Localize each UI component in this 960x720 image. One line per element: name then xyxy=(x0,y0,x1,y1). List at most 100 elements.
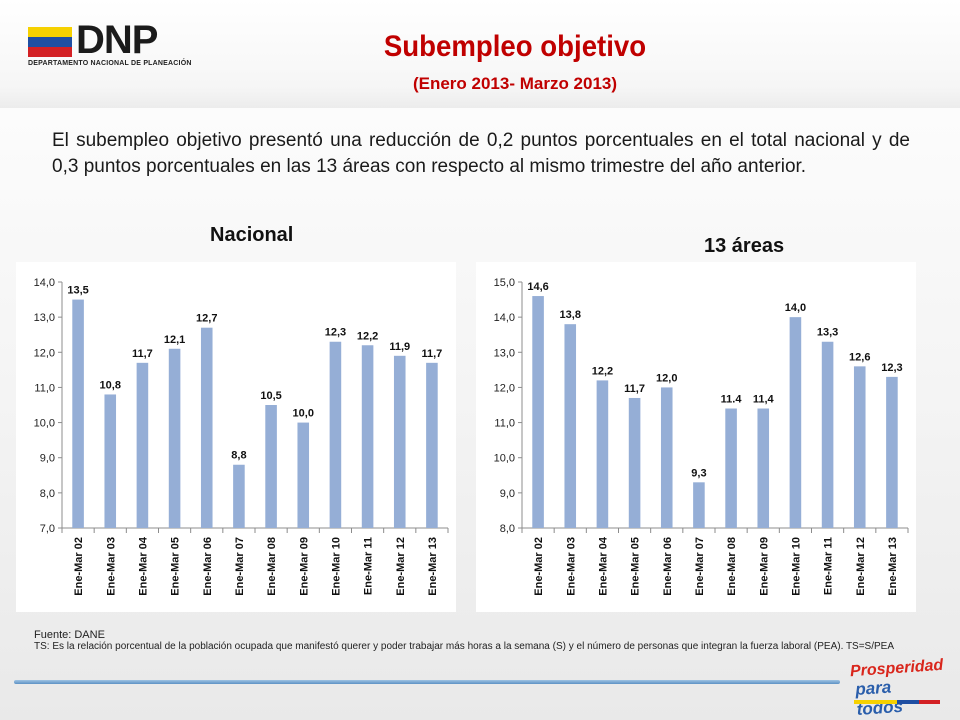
category-label: Ene-Mar 13 xyxy=(427,537,439,596)
y-tick-label: 9,0 xyxy=(40,453,55,465)
bar xyxy=(660,387,673,528)
category-label: Ene-Mar 04 xyxy=(137,536,149,596)
bar-value-label: 12,1 xyxy=(164,334,185,346)
category-label: Ene-Mar 11 xyxy=(823,537,835,595)
definition-note: TS: Es la relación porcentual de la pobl… xyxy=(34,641,895,652)
chart-nacional-svg: 7,0 8,0 9,0 10,0 11,0 12,0 13,0 14,0 13,5 Ene-Mar… xyxy=(34,277,449,596)
chart-13-areas-svg: 8,0 9,0 10,0 11,0 12,0 13,0 14,0 15,0 14,6 Ene-Ma… xyxy=(494,277,909,596)
bar-value-label: 13,8 xyxy=(560,309,581,321)
page-title: Subempleo objetivo xyxy=(383,30,647,63)
y-tick-label: 14,0 xyxy=(34,277,55,289)
bar-value-label: 12,2 xyxy=(592,365,613,377)
y-tick-label: 8,0 xyxy=(500,523,515,535)
bar-value-label: 9,3 xyxy=(691,467,706,479)
bar xyxy=(426,362,438,528)
bar xyxy=(393,355,406,528)
footer-divider xyxy=(14,680,840,684)
y-tick-label: 14,0 xyxy=(494,312,515,324)
category-label: Ene-Mar 12 xyxy=(395,537,407,596)
category-label: Ene-Mar 09 xyxy=(298,537,310,596)
bar xyxy=(297,422,310,528)
category-label: Ene-Mar 02 xyxy=(73,537,85,596)
bar-value-label: 8,8 xyxy=(231,450,246,462)
category-label: Ene-Mar 07 xyxy=(234,537,246,596)
footnote: Fuente: DANE TS: Es la relación porcentu… xyxy=(34,629,914,653)
chart-nacional: 7,0 8,0 9,0 10,0 11,0 12,0 13,0 14,0 13,5 Ene-Mar… xyxy=(16,262,456,612)
category-label: Ene-Mar 03 xyxy=(105,537,117,596)
bar-value-label: 14,6 xyxy=(527,281,548,293)
brand-stripe xyxy=(854,700,940,704)
y-tick-label: 11,0 xyxy=(34,382,55,394)
bar-value-label: 13,5 xyxy=(67,285,88,297)
y-tick-label: 12,0 xyxy=(494,382,515,394)
bar-value-label: 12,3 xyxy=(881,362,902,374)
chart-13-areas: 8,0 9,0 10,0 11,0 12,0 13,0 14,0 15,0 14,6 Ene-Ma… xyxy=(476,262,916,612)
bar xyxy=(200,327,213,528)
category-label: Ene-Mar 13 xyxy=(887,537,899,596)
bar xyxy=(104,394,117,528)
category-label: Ene-Mar 02 xyxy=(533,537,545,596)
bar-value-label: 10,8 xyxy=(100,379,121,391)
y-tick-label: 12,0 xyxy=(34,347,55,359)
category-label: Ene-Mar 05 xyxy=(170,537,182,596)
y-tick-label: 9,0 xyxy=(500,488,515,500)
bar-value-label: 11,7 xyxy=(624,383,645,395)
y-tick-label: 10,0 xyxy=(34,418,55,430)
bar xyxy=(757,408,770,528)
bar xyxy=(821,341,834,528)
y-tick-label: 13,0 xyxy=(34,312,55,324)
bar xyxy=(564,324,577,528)
bar xyxy=(136,362,149,528)
category-label: Ene-Mar 08 xyxy=(266,537,278,596)
chart-title-13-areas: 13 áreas xyxy=(704,235,785,257)
category-label: Ene-Mar 09 xyxy=(758,537,770,596)
logo-subtext: DEPARTAMENTO NACIONAL DE PLANEACIÓN xyxy=(28,60,192,67)
bar xyxy=(532,296,544,528)
bar xyxy=(789,317,802,528)
y-tick-label: 13,0 xyxy=(494,347,515,359)
bar-value-label: 10,5 xyxy=(260,390,281,402)
category-label: Ene-Mar 10 xyxy=(330,537,342,596)
bar xyxy=(693,482,705,528)
bar-value-label: 12,0 xyxy=(656,372,677,384)
bar-value-label: 11,7 xyxy=(422,348,443,360)
bar-value-label: 12,2 xyxy=(357,330,378,342)
bar xyxy=(168,348,181,528)
bar xyxy=(361,345,374,528)
colombia-flag-icon xyxy=(28,27,72,57)
logo-text: DNP xyxy=(76,18,158,62)
category-label: Ene-Mar 06 xyxy=(202,537,214,596)
bar-value-label: 11,4 xyxy=(753,394,775,406)
brand-line2: para todos xyxy=(854,677,904,719)
prosperidad-logo: Prosperidad para todos xyxy=(849,657,943,719)
bar-value-label: 12,3 xyxy=(325,327,346,339)
y-tick-label: 10,0 xyxy=(494,453,515,465)
category-label: Ene-Mar 11 xyxy=(363,537,375,595)
page-subtitle: (Enero 2013- Marzo 2013) xyxy=(412,74,618,93)
category-label: Ene-Mar 06 xyxy=(662,537,674,596)
bar xyxy=(886,376,898,528)
category-label: Ene-Mar 08 xyxy=(726,537,738,596)
category-label: Ene-Mar 10 xyxy=(790,537,802,596)
category-label: Ene-Mar 03 xyxy=(565,537,577,596)
category-label: Ene-Mar 12 xyxy=(855,537,867,596)
category-label: Ene-Mar 05 xyxy=(630,537,642,596)
bar-value-label: 11,7 xyxy=(132,348,153,360)
bar-value-label: 13,3 xyxy=(817,327,838,339)
y-tick-label: 8,0 xyxy=(40,488,55,500)
dnp-logo: DNP DEPARTAMENTO NACIONAL DE PLANEACIÓN xyxy=(28,18,198,72)
category-label: Ene-Mar 07 xyxy=(694,537,706,596)
bar xyxy=(853,366,866,528)
header-bar xyxy=(0,0,960,108)
bar xyxy=(265,405,277,528)
bar xyxy=(329,341,342,528)
bar-value-label: 14,0 xyxy=(785,302,806,314)
y-tick-label: 15,0 xyxy=(494,277,515,289)
intro-paragraph: El subempleo objetivo presentó una reduc… xyxy=(52,130,910,177)
bar xyxy=(628,397,641,528)
bar xyxy=(72,299,84,528)
chart-title-nacional: Nacional xyxy=(210,224,294,246)
y-tick-label: 7,0 xyxy=(40,523,55,535)
bar-value-label: 11,9 xyxy=(389,341,410,353)
bar-value-label: 12,6 xyxy=(849,351,870,363)
